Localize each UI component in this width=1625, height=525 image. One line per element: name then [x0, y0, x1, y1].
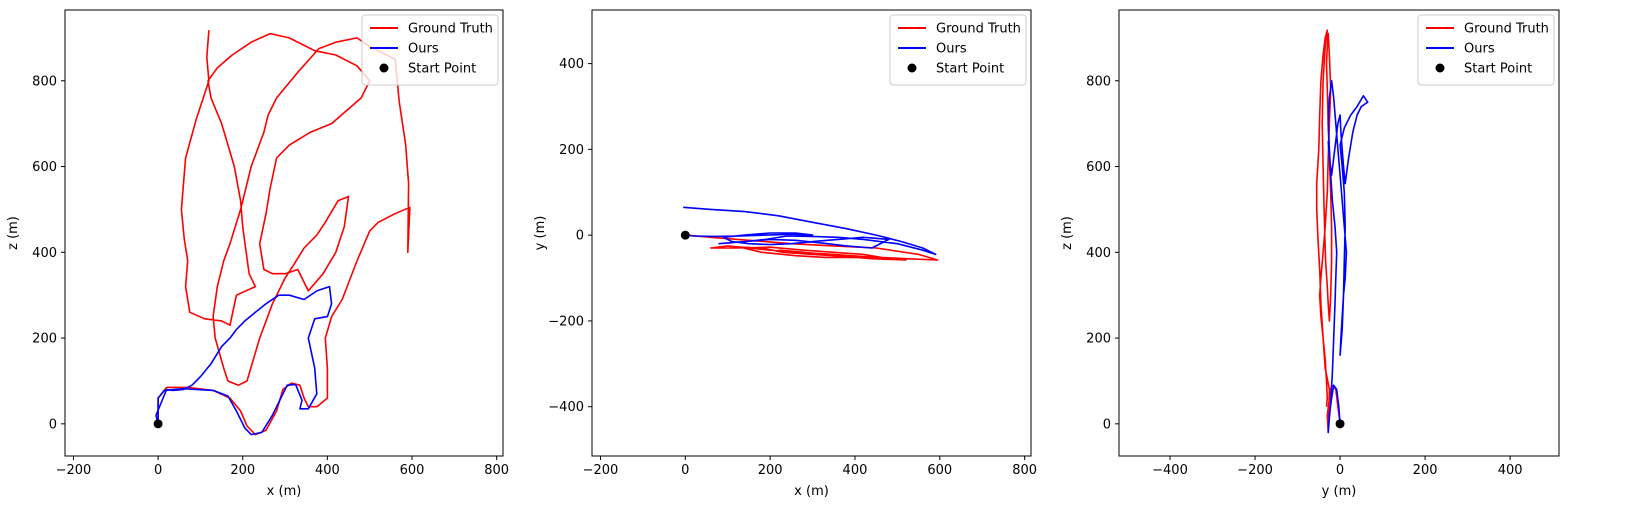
chart-panel-3: −400 −200 0 200 400 0 200 400 600 800 y (m) z (m) Gr…: [1060, 9, 1560, 499]
legend-entry: Start Point: [936, 62, 1004, 77]
y-axis-label: y (m): [533, 216, 548, 251]
x-tick-label: 200: [230, 463, 255, 478]
chart-panel-1: −200 0 200 400 600 800 0 200 400 600 800 x (m) z (m)…: [6, 9, 509, 499]
x-tick-label: 800: [484, 463, 509, 478]
series-line-ours: [683, 206, 937, 256]
x-tick-label: 800: [1012, 463, 1037, 478]
legend-entry: Ours: [408, 42, 439, 57]
x-axis-label: x (m): [794, 484, 829, 499]
legend: Ground Truth Ours Start Point: [361, 14, 499, 86]
x-tick-label: −400: [1152, 463, 1188, 478]
legend: Ground Truth Ours Start Point: [1417, 14, 1555, 86]
series-line-ground-truth: [1315, 29, 1341, 434]
axes-frame: [1118, 9, 1560, 457]
axes-frame: [591, 9, 1032, 457]
x-tick-label: 400: [315, 463, 340, 478]
y-tick-label: 800: [32, 74, 57, 89]
x-tick-label: 0: [1336, 463, 1344, 478]
start-point-marker: [153, 419, 163, 429]
y-tick-label: 0: [1103, 417, 1111, 432]
y-tick-label: 800: [1086, 74, 1111, 89]
y-tick-label: 200: [32, 332, 57, 347]
legend-entry: Ours: [1464, 42, 1495, 57]
x-tick-label: −200: [583, 463, 619, 478]
y-tick-label: 400: [1086, 246, 1111, 261]
start-point-marker: [680, 230, 690, 240]
y-tick-label: −200: [548, 314, 584, 329]
legend-swatch-marker: [379, 63, 389, 73]
legend-swatch-marker: [1435, 63, 1445, 73]
legend-entry: Ground Truth: [1464, 22, 1549, 37]
y-tick-label: 400: [32, 246, 57, 261]
x-tick-label: 0: [154, 463, 162, 478]
y-tick-label: 0: [576, 229, 584, 244]
x-tick-label: −200: [56, 463, 92, 478]
x-tick-label: 200: [1413, 463, 1438, 478]
x-axis-label: x (m): [267, 484, 302, 499]
y-tick-label: 600: [1086, 160, 1111, 175]
y-tick-label: 200: [1086, 332, 1111, 347]
series-line-ours: [1327, 80, 1369, 434]
y-tick-label: 200: [559, 143, 584, 158]
legend-entry: Start Point: [408, 62, 476, 77]
y-axis-label: z (m): [1060, 216, 1075, 250]
legend: Ground Truth Ours Start Point: [889, 14, 1027, 86]
x-tick-label: 0: [681, 463, 689, 478]
y-axis-label: z (m): [6, 216, 21, 250]
x-tick-label: 600: [927, 463, 952, 478]
series-line-ours: [155, 285, 333, 436]
chart-panel-2: −200 0 200 400 600 800 −400 −200 0 200 400 x (m) y (…: [533, 9, 1037, 499]
x-tick-label: 400: [843, 463, 868, 478]
axes-frame: [64, 9, 504, 457]
x-tick-label: −200: [1237, 463, 1273, 478]
y-tick-label: 0: [49, 417, 57, 432]
x-tick-label: 200: [758, 463, 783, 478]
y-tick-label: 600: [32, 160, 57, 175]
x-tick-label: 600: [400, 463, 425, 478]
legend-entry: Ground Truth: [408, 22, 493, 37]
x-axis-label: y (m): [1322, 484, 1357, 499]
legend-entry: Ground Truth: [936, 22, 1021, 37]
start-point-marker: [1335, 419, 1345, 429]
y-tick-label: −400: [548, 400, 584, 415]
series-line-ground-truth: [157, 30, 411, 436]
x-tick-label: 400: [1498, 463, 1523, 478]
series-line-ground-truth: [685, 234, 939, 261]
legend-swatch-marker: [907, 63, 917, 73]
legend-entry: Start Point: [1464, 62, 1532, 77]
legend-entry: Ours: [936, 42, 967, 57]
y-tick-label: 400: [559, 57, 584, 72]
